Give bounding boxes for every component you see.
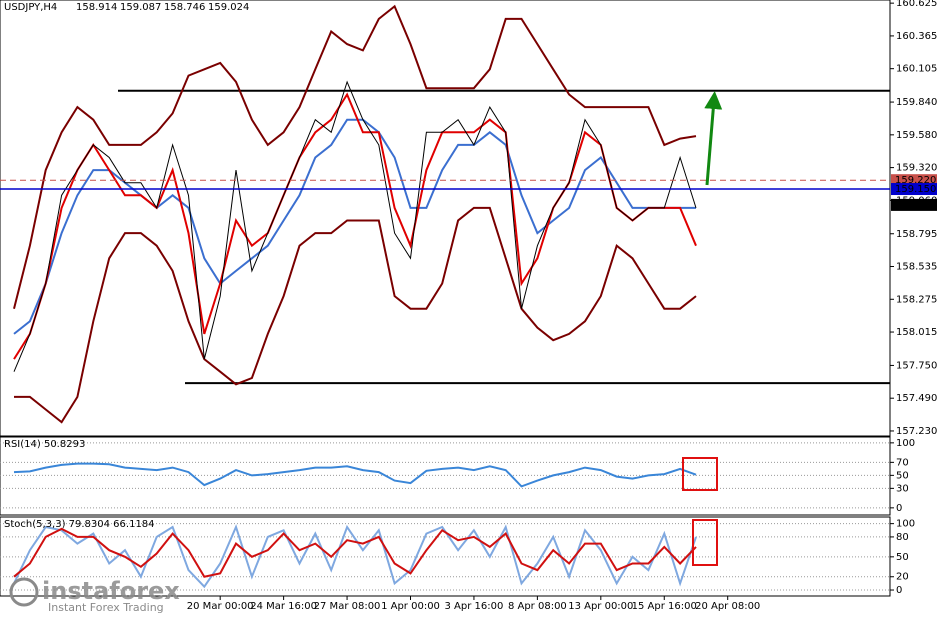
y-tick-label: 157.230 [896,426,937,437]
series-line [13,524,697,589]
y-tick-label: 50 [896,470,909,481]
y-tick-label: 158.015 [896,327,937,338]
price-tag-label: 159.024 [895,200,936,211]
x-tick-label: 1 Apr 00:00 [381,601,440,612]
y-tick-label: 158.275 [896,294,937,305]
y-tick-label: 160.105 [896,64,937,75]
panel-title: Stoch(5,3,3) 79.8304 66.1184 [4,519,155,530]
highlight-box [682,457,718,491]
main-panel [0,0,891,437]
y-tick-label: 0 [896,585,902,596]
y-tick-label: 0 [896,503,902,514]
rsi-panel [0,436,891,516]
y-tick-label: 70 [896,457,909,468]
x-tick-label: 27 Mar 08:00 [314,601,381,612]
y-tick-label: 159.320 [896,163,937,174]
series-line [14,206,697,424]
logo-icon [9,577,39,607]
price-tag [891,183,937,196]
y-tick-label: 50 [896,552,909,563]
x-tick-label: 3 Apr 16:00 [445,601,504,612]
y-tick-label: 158.795 [896,229,937,240]
x-tick-label: 13 Apr 00:00 [568,601,633,612]
panel-title: RSI(14) 50.8293 [4,439,85,450]
x-tick-label: 20 Apr 08:00 [695,601,760,612]
y-tick-label: 160.365 [896,31,937,42]
x-tick-label: 8 Apr 08:00 [508,601,567,612]
price-tag [891,198,937,211]
series-line [13,527,697,578]
y-tick-label: 20 [896,572,909,583]
y-tick-label: 159.580 [896,130,937,141]
highlight-box [692,519,718,566]
ohlc-value: 159.087 [120,2,161,13]
brand-name: instaforex [42,577,180,605]
series-line [13,92,697,360]
brand-tagline: Instant Forex Trading [48,601,164,614]
ohlc-value: 158.914 [76,2,117,13]
series-line [13,80,697,372]
price-tag-label: 159.220 [895,175,936,186]
y-tick-label: 158.535 [896,262,937,273]
series-line [13,4,697,309]
series-line [13,118,696,335]
panel-title: USDJPY,H4 [4,2,57,13]
x-tick-label: 15 Apr 16:00 [632,601,697,612]
price-tag-label: 159.150 [895,184,936,195]
x-tick-label: 20 Mar 00:00 [187,601,254,612]
y-tick-label: 160.625 [896,0,937,9]
x-tick-label: 24 Mar 16:00 [250,601,317,612]
y-tick-label: 100 [896,519,915,530]
y-tick-label: 80 [896,532,909,543]
y-tick-label: 30 [896,483,909,494]
forecast-arrow [704,91,723,186]
y-tick-label: 100 [896,438,915,449]
series-line [13,462,697,488]
logo: instaforex Instant Forex Trading [9,577,180,614]
y-tick-label: 159.840 [896,97,937,108]
ohlc-value: 158.746 [164,2,205,13]
y-tick-label: 157.750 [896,360,937,371]
ohlc-value: 159.024 [208,2,249,13]
y-tick-label: 157.490 [896,393,937,404]
